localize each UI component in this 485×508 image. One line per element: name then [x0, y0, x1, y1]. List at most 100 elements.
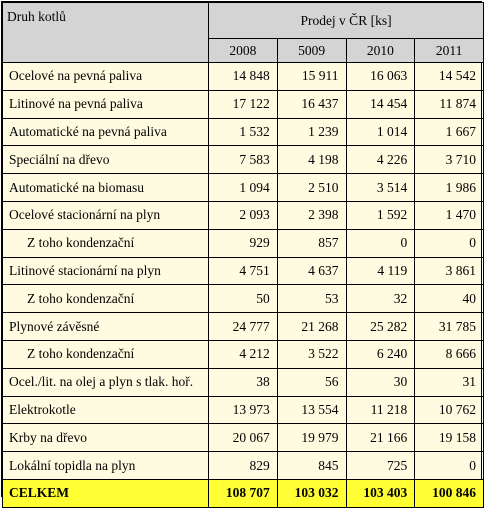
value-cell: 3 861 — [414, 256, 484, 286]
value-cell: 4 119 — [345, 256, 416, 286]
table-row: Z toho kondenzační 50 53 32 40 — [2, 284, 484, 314]
value-cell: 13 554 — [276, 395, 347, 425]
value-cell: 56 — [276, 367, 347, 397]
value-cell: 19 158 — [414, 423, 484, 453]
row-label-header: Druh kotlů — [2, 2, 209, 63]
row-label: Automatické na biomasu — [2, 173, 209, 202]
value-cell: 725 — [345, 451, 416, 480]
value-cell: 929 — [208, 228, 278, 258]
value-cell: 1 470 — [414, 200, 484, 230]
value-cell: 31 785 — [414, 312, 484, 341]
value-cell: 857 — [276, 228, 347, 258]
value-cell: 845 — [276, 451, 347, 480]
value-cell: 53 — [276, 284, 347, 314]
header-row-years: 2008 5009 2010 2011 — [3, 38, 484, 63]
value-cell: 4 226 — [345, 145, 416, 175]
value-cell: 14 454 — [345, 89, 416, 119]
table-row: Krby na dřevo 20 067 19 979 21 166 19 158 — [2, 423, 484, 453]
value-cell: 50 — [208, 284, 278, 314]
row-label: Ocelové na pevná paliva — [2, 62, 209, 91]
year-header: 2011 — [414, 38, 484, 63]
sales-group-header: Prodej v ČR [ks] — [208, 2, 484, 39]
value-cell: 829 — [208, 451, 278, 480]
table-row: Z toho kondenzační 4 212 3 522 6 240 8 666 — [2, 339, 484, 369]
value-cell: 1 239 — [276, 117, 347, 147]
value-cell: 1 014 — [345, 117, 416, 147]
row-label: Speciální na dřevo — [2, 145, 209, 175]
table-row: Litinové stacionární na plyn 4 751 4 637 4 … — [2, 256, 484, 286]
value-cell: 1 592 — [345, 200, 416, 230]
value-cell: 2 398 — [276, 200, 347, 230]
row-label: Z toho kondenzační — [2, 228, 209, 258]
row-label: Z toho kondenzační — [2, 339, 209, 369]
value-cell: 21 268 — [276, 312, 347, 341]
value-cell: 24 777 — [208, 312, 278, 341]
row-label: Krby na dřevo — [2, 423, 209, 453]
row-label: Elektrokotle — [2, 395, 209, 425]
value-cell: 1 094 — [208, 173, 278, 202]
value-cell: 20 067 — [208, 423, 278, 453]
table-row: Plynové závěsné 24 777 21 268 25 282 31 785 — [2, 312, 484, 341]
value-cell: 0 — [345, 228, 416, 258]
table-row: Automatické na biomasu 1 094 2 510 3 514 1 9… — [2, 173, 484, 202]
value-cell: 1 986 — [414, 173, 484, 202]
total-value-cell: 103 032 — [276, 478, 347, 508]
row-label: Lokální topidla na plyn — [2, 451, 209, 480]
value-cell: 11 874 — [414, 89, 484, 119]
table-body: Ocelové na pevná paliva 14 848 15 911 16 06… — [2, 62, 484, 508]
value-cell: 4 637 — [276, 256, 347, 286]
total-value-cell: 108 707 — [208, 478, 278, 508]
value-cell: 4 212 — [208, 339, 278, 369]
value-cell: 8 666 — [414, 339, 484, 369]
value-cell: 13 973 — [208, 395, 278, 425]
row-label: Litinové stacionární na plyn — [2, 256, 209, 286]
value-cell: 4 751 — [208, 256, 278, 286]
table-row: Automatické na pevná paliva 1 532 1 239 1 0… — [2, 117, 484, 147]
value-cell: 16 063 — [345, 62, 416, 91]
table-row: Litinové na pevná paliva 17 122 16 437 14 4… — [2, 89, 484, 119]
value-cell: 31 — [414, 367, 484, 397]
table-row: Z toho kondenzační 929 857 0 0 — [2, 228, 484, 258]
row-label: Plynové závěsné — [2, 312, 209, 341]
value-cell: 38 — [208, 367, 278, 397]
value-cell: 32 — [345, 284, 416, 314]
value-cell: 30 — [345, 367, 416, 397]
value-cell: 1 667 — [414, 117, 484, 147]
row-label: Automatické na pevná paliva — [2, 117, 209, 147]
value-cell: 25 282 — [345, 312, 416, 341]
header-row-top: Druh kotlů Prodej v ČR [ks] — [2, 2, 484, 63]
value-cell: 15 911 — [276, 62, 347, 91]
table-row: Lokální topidla na plyn 829 845 725 0 — [2, 451, 484, 480]
value-cell: 40 — [414, 284, 484, 314]
value-cell: 14 848 — [208, 62, 278, 91]
value-cell: 16 437 — [276, 89, 347, 119]
total-row: CELKEM 108 707 103 032 103 403 100 846 — [2, 478, 484, 508]
value-cell: 19 979 — [276, 423, 347, 453]
value-cell: 4 198 — [276, 145, 347, 175]
year-header: 5009 — [276, 38, 347, 63]
value-cell: 3 514 — [345, 173, 416, 202]
value-cell: 1 532 — [208, 117, 278, 147]
total-label: CELKEM — [2, 478, 209, 508]
value-cell: 11 218 — [345, 395, 416, 425]
value-cell: 21 166 — [345, 423, 416, 453]
year-header: 2010 — [345, 38, 416, 63]
row-label: Ocel./lit. na olej a plyn s tlak. hoř. — [2, 367, 209, 397]
year-header: 2008 — [208, 38, 278, 63]
table-row: Elektrokotle 13 973 13 554 11 218 10 762 — [2, 395, 484, 425]
value-cell: 14 542 — [414, 62, 484, 91]
row-label: Ocelové stacionární na plyn — [2, 200, 209, 230]
value-cell: 2 510 — [276, 173, 347, 202]
table-row: Ocelové stacionární na plyn 2 093 2 398 1 5… — [2, 200, 484, 230]
value-cell: 0 — [414, 228, 484, 258]
table-row: Speciální na dřevo 7 583 4 198 4 226 3 710 — [2, 145, 484, 175]
total-value-cell: 103 403 — [345, 478, 416, 508]
value-cell: 17 122 — [208, 89, 278, 119]
value-cell: 2 093 — [208, 200, 278, 230]
value-cell: 0 — [414, 451, 484, 480]
value-cell: 3 710 — [414, 145, 484, 175]
value-cell: 3 522 — [276, 339, 347, 369]
table-row: Ocelové na pevná paliva 14 848 15 911 16 06… — [2, 62, 484, 91]
